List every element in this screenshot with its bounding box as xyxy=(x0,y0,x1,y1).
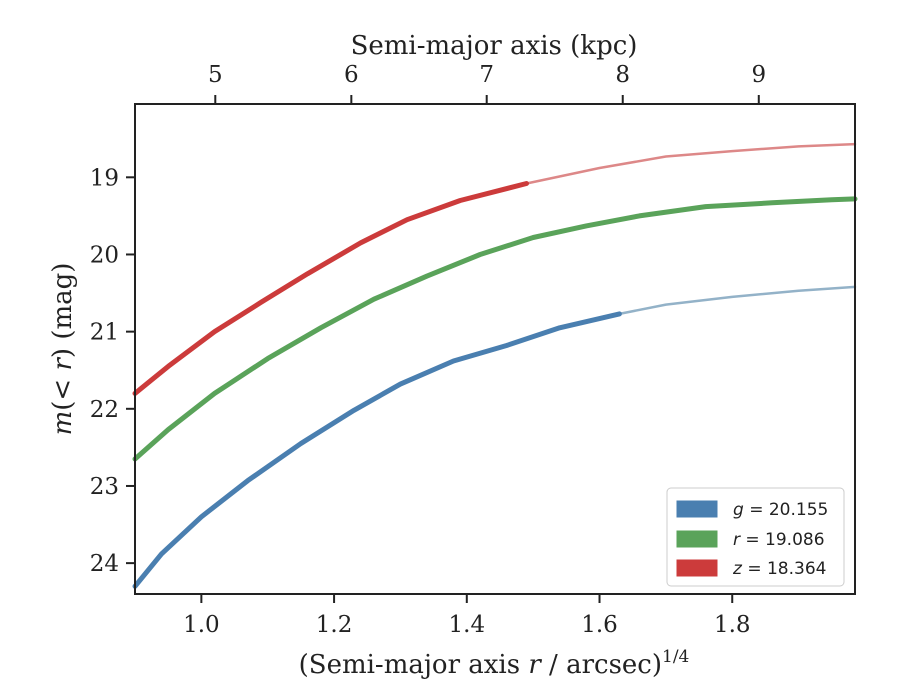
y-tick-label: 22 xyxy=(90,397,119,423)
bottom-axis-title: (Semi-major axis r / arcsec)1/4 xyxy=(299,647,690,680)
x-tick-label: 1.6 xyxy=(581,612,618,638)
x-tick-label: 1.8 xyxy=(714,612,751,638)
top-tick-label: 8 xyxy=(615,62,630,88)
x-tick-label: 1.4 xyxy=(449,612,486,638)
left-axis: 19 20 21 22 23 24 xyxy=(90,165,135,577)
left-axis-title: m(< r) (mag) xyxy=(48,263,78,436)
legend-swatch-r xyxy=(676,530,718,548)
top-tick-label: 9 xyxy=(751,62,766,88)
top-tick-label: 6 xyxy=(344,62,359,88)
y-tick-label: 23 xyxy=(90,474,119,500)
legend-label-r: r = 19.086 xyxy=(733,530,825,550)
series-g-extension-line xyxy=(618,285,857,316)
bottom-axis: 1.0 1.2 1.4 1.6 1.8 xyxy=(183,594,751,638)
legend-label-z: z = 18.364 xyxy=(732,559,826,579)
y-tick-label: 24 xyxy=(90,551,119,577)
top-tick-label: 7 xyxy=(479,62,494,88)
top-axis-title: Semi-major axis (kpc) xyxy=(351,31,638,61)
legend-label-g: g = 20.155 xyxy=(733,500,828,520)
y-tick-label: 21 xyxy=(90,320,119,346)
top-tick-label: 5 xyxy=(208,62,223,88)
y-tick-label: 19 xyxy=(90,165,119,191)
series-g-line xyxy=(132,311,622,589)
series-r-line xyxy=(132,196,858,462)
series-layer xyxy=(132,142,858,589)
x-tick-label: 1.2 xyxy=(316,612,353,638)
top-axis: 5 6 7 8 9 xyxy=(208,62,766,104)
legend-item-g: g = 20.155 xyxy=(676,500,828,520)
series-z-extension-line xyxy=(525,142,857,185)
legend: g = 20.155 r = 19.086 z = 18.364 xyxy=(666,487,845,587)
y-tick-label: 20 xyxy=(90,242,119,268)
plot-frame xyxy=(134,103,856,595)
legend-item-z: z = 18.364 xyxy=(676,559,826,579)
x-tick-label: 1.0 xyxy=(183,612,220,638)
legend-item-r: r = 19.086 xyxy=(676,530,825,550)
legend-swatch-g xyxy=(676,500,718,518)
legend-swatch-z xyxy=(676,559,718,577)
series-z-line xyxy=(132,181,529,396)
